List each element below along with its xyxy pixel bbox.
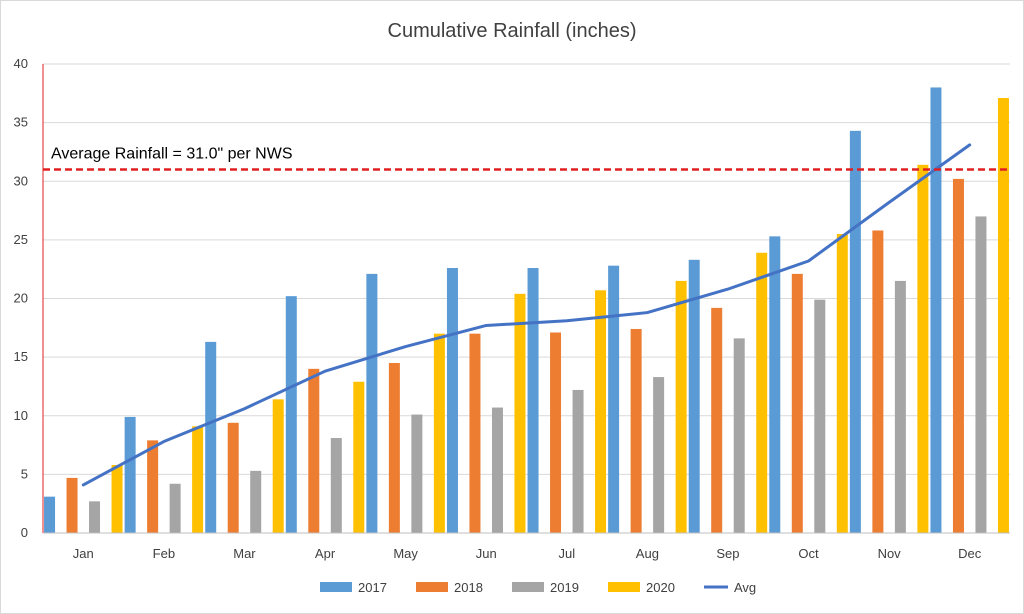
legend-swatch	[608, 582, 640, 592]
legend-item-2018: 2018	[416, 580, 483, 595]
bar-2017-aug	[608, 265, 620, 533]
legend-label: Avg	[734, 580, 756, 595]
legend-label: 2020	[646, 580, 675, 595]
bar-2019-jun	[491, 407, 503, 533]
bar-2019-nov	[894, 280, 906, 533]
bar-2018-jul	[550, 332, 562, 533]
bar-2019-jan	[89, 501, 101, 533]
bar-2018-jan	[66, 477, 78, 533]
x-tick-label: Oct	[798, 546, 819, 561]
bar-2020-jul	[595, 290, 607, 533]
legend-label: 2019	[550, 580, 579, 595]
x-tick-label: Feb	[153, 546, 175, 561]
bar-2020-may	[433, 333, 445, 533]
y-tick-label: 25	[14, 232, 28, 247]
legend-item-avg: Avg	[704, 580, 756, 595]
axes: 0 5 10 15 20 25 30 35 40 Jan Feb Mar Apr May Jun Jul Aug…	[14, 56, 1010, 561]
bar-2019-aug	[653, 377, 665, 533]
bar-2019-feb	[169, 483, 181, 533]
bar-2019-apr	[330, 438, 342, 533]
x-tick-label: Jun	[476, 546, 497, 561]
y-tick-label: 10	[14, 408, 28, 423]
bar-2019-dec	[975, 216, 987, 534]
bar-2020-oct	[836, 234, 848, 533]
gridlines	[43, 63, 1010, 475]
y-tick-label: 0	[21, 525, 28, 540]
bar-2020-feb	[192, 426, 204, 533]
bar-2020-mar	[272, 399, 284, 533]
x-tick-label: Mar	[233, 546, 256, 561]
legend-label: 2017	[358, 580, 387, 595]
bar-2018-oct	[791, 273, 803, 533]
bar-2018-feb	[147, 440, 159, 533]
bar-2019-mar	[250, 470, 262, 533]
bar-2020-jun	[514, 293, 526, 533]
bar-2018-dec	[952, 178, 964, 533]
legend-label: 2018	[454, 580, 483, 595]
x-tick-label: Dec	[958, 546, 982, 561]
bar-2018-sep	[711, 307, 723, 533]
bar-2018-may	[388, 362, 400, 533]
bar-2017-sep	[688, 259, 700, 533]
x-tick-label: Nov	[878, 546, 902, 561]
x-tick-label: Sep	[716, 546, 739, 561]
x-tick-label: Jan	[73, 546, 94, 561]
bar-2019-jul	[572, 389, 584, 533]
bar-2017-jul	[527, 268, 539, 533]
series-line-avg	[81, 143, 972, 487]
bar-2020-sep	[756, 252, 768, 533]
bar-2017-feb	[124, 416, 136, 533]
bar-2020-nov	[917, 164, 929, 533]
y-tick-label: 40	[14, 56, 28, 71]
bar-2020-aug	[675, 280, 687, 533]
legend-swatch	[512, 582, 544, 592]
reference-layer: Average Rainfall = 31.0" per NWS	[43, 146, 1010, 171]
bar-2018-nov	[872, 230, 884, 533]
legend: 2017 2018 2019 2020 Avg	[320, 580, 756, 595]
y-tick-label: 20	[14, 291, 28, 306]
bar-2019-sep	[733, 338, 745, 533]
chart-title: Cumulative Rainfall (inches)	[388, 20, 637, 42]
x-tick-label: Jul	[558, 546, 575, 561]
legend-swatch	[320, 582, 352, 592]
legend-item-2017: 2017	[320, 580, 387, 595]
bar-2017-dec	[930, 87, 942, 533]
x-tick-label: May	[393, 546, 418, 561]
bar-2018-aug	[630, 328, 642, 533]
bar-2020-jan	[111, 464, 123, 533]
bar-2018-apr	[308, 368, 320, 533]
bar-2017-nov	[849, 130, 861, 533]
bar-2018-jun	[469, 333, 481, 533]
y-tick-label: 5	[21, 466, 28, 481]
bar-2017-oct	[769, 236, 781, 534]
y-tick-label: 35	[14, 115, 28, 130]
bars	[44, 87, 1009, 534]
bar-2017-apr	[285, 296, 297, 533]
y-tick-label: 30	[14, 173, 28, 188]
bar-2017-mar	[205, 341, 217, 533]
legend-swatch	[416, 582, 448, 592]
bar-2017-jun	[446, 268, 458, 533]
y-tick-label: 15	[14, 349, 28, 364]
legend-item-2019: 2019	[512, 580, 579, 595]
bar-2018-mar	[227, 422, 239, 533]
avg-line-layer	[81, 143, 972, 487]
x-tick-label: Apr	[315, 546, 336, 561]
reference-annotation: Average Rainfall = 31.0" per NWS	[51, 146, 293, 163]
x-tick-label: Aug	[636, 546, 659, 561]
bar-2019-oct	[814, 299, 826, 533]
bar-2017-may	[366, 273, 378, 533]
bar-2020-dec	[997, 98, 1009, 533]
bar-2017-jan	[44, 496, 56, 533]
bar-2020-apr	[353, 381, 365, 533]
legend-item-2020: 2020	[608, 580, 675, 595]
bar-2019-may	[411, 414, 423, 533]
